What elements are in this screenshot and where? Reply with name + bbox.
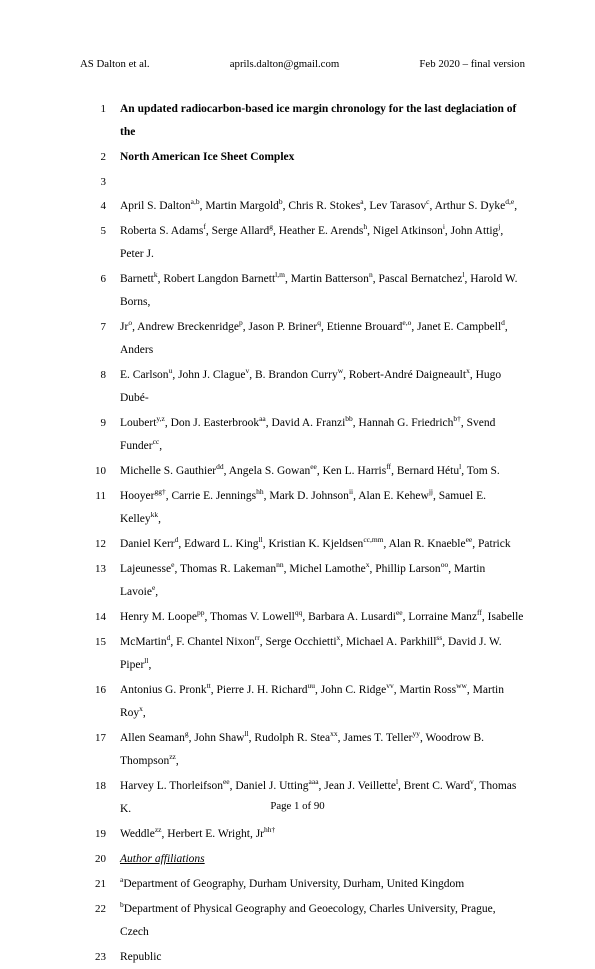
line-number: 17: [80, 727, 106, 749]
text-line: 23 Republic: [80, 946, 525, 969]
text-line: 13 Lajeunessee, Thomas R. Lakemannn, Mich…: [80, 558, 525, 604]
page: AS Dalton et al. aprils.dalton@gmail.com…: [0, 0, 595, 842]
text-line: 7 Jro, Andrew Breckenridgep, Jason P. Bri…: [80, 316, 525, 362]
text-line: 9 Louberty,z, Don J. Easterbrookaa, David…: [80, 412, 525, 458]
line-number: 6: [80, 268, 106, 290]
line-content: Henry M. Loopepp, Thomas V. Lowellqq, Ba…: [120, 606, 525, 629]
text-line: 8 E. Carlsonu, John J. Claguev, B. Brando…: [80, 364, 525, 410]
text-line: 11 Hooyergg†, Carrie E. Jenningshh, Mark …: [80, 485, 525, 531]
line-content: Michelle S. Gauthierdd, Angela S. Gowane…: [120, 460, 525, 483]
line-content: Roberta S. Adamsf, Serge Allardg, Heathe…: [120, 220, 525, 266]
line-content: E. Carlsonu, John J. Claguev, B. Brandon…: [120, 364, 525, 410]
line-number: 23: [80, 946, 106, 968]
line-number: 12: [80, 533, 106, 555]
body-text: 1 An updated radiocarbon-based ice margin…: [80, 98, 525, 969]
line-number: 3: [80, 171, 106, 193]
text-line: 20 Author affiliations: [80, 848, 525, 871]
text-line: 4 April S. Daltona,b, Martin Margoldb, Ch…: [80, 195, 525, 218]
text-line: 10 Michelle S. Gauthierdd, Angela S. Gowa…: [80, 460, 525, 483]
line-content: Daniel Kerrd, Edward L. Kingll, Kristian…: [120, 533, 525, 556]
text-line: 5 Roberta S. Adamsf, Serge Allardg, Heath…: [80, 220, 525, 266]
text-line: 12 Daniel Kerrd, Edward L. Kingll, Kristi…: [80, 533, 525, 556]
text-line: 22 bDepartment of Physical Geography and …: [80, 898, 525, 944]
line-content: Jro, Andrew Breckenridgep, Jason P. Brin…: [120, 316, 525, 362]
text-line: 18 Harvey L. Thorleifsonee, Daniel J. Utt…: [80, 775, 525, 821]
line-number: 11: [80, 485, 106, 507]
line-number: 13: [80, 558, 106, 580]
line-content: Antonius G. Pronktt, Pierre J. H. Richar…: [120, 679, 525, 725]
line-number: 15: [80, 631, 106, 653]
text-line: 6 Barnettk, Robert Langdon Barnettl,m, Ma…: [80, 268, 525, 314]
line-number: 9: [80, 412, 106, 434]
line-content: Republic: [120, 946, 525, 969]
line-number: 20: [80, 848, 106, 870]
line-number: 21: [80, 873, 106, 895]
text-line: 15 McMartind, F. Chantel Nixonrr, Serge O…: [80, 631, 525, 677]
line-content: Author affiliations: [120, 848, 525, 871]
line-content: aDepartment of Geography, Durham Univers…: [120, 873, 525, 896]
line-content: An updated radiocarbon-based ice margin …: [120, 98, 525, 144]
line-number: 8: [80, 364, 106, 386]
line-number: 10: [80, 460, 106, 482]
line-number: 5: [80, 220, 106, 242]
page-header: AS Dalton et al. aprils.dalton@gmail.com…: [80, 58, 525, 70]
text-line: 17 Allen Seamang, John Shawll, Rudolph R.…: [80, 727, 525, 773]
line-content: McMartind, F. Chantel Nixonrr, Serge Occ…: [120, 631, 525, 677]
line-number: 7: [80, 316, 106, 338]
text-line: 2 North American Ice Sheet Complex: [80, 146, 525, 169]
header-center: aprils.dalton@gmail.com: [230, 58, 340, 70]
header-left: AS Dalton et al.: [80, 58, 150, 70]
line-content: Harvey L. Thorleifsonee, Daniel J. Uttin…: [120, 775, 525, 821]
text-line: 16 Antonius G. Pronktt, Pierre J. H. Rich…: [80, 679, 525, 725]
text-line: 14 Henry M. Loopepp, Thomas V. Lowellqq, …: [80, 606, 525, 629]
line-number: 1: [80, 98, 106, 120]
line-number: 18: [80, 775, 106, 797]
line-number: 22: [80, 898, 106, 920]
line-number: 4: [80, 195, 106, 217]
line-content: North American Ice Sheet Complex: [120, 146, 525, 169]
text-line: 3: [80, 171, 525, 193]
text-line: 1 An updated radiocarbon-based ice margin…: [80, 98, 525, 144]
line-content: Barnettk, Robert Langdon Barnettl,m, Mar…: [120, 268, 525, 314]
line-content: Allen Seamang, John Shawll, Rudolph R. S…: [120, 727, 525, 773]
page-footer: Page 1 of 90: [0, 800, 595, 812]
line-content: Weddlezz, Herbert E. Wright, Jrhh†: [120, 823, 525, 846]
header-right: Feb 2020 – final version: [419, 58, 525, 70]
line-content: April S. Daltona,b, Martin Margoldb, Chr…: [120, 195, 525, 218]
line-number: 16: [80, 679, 106, 701]
line-content: Lajeunessee, Thomas R. Lakemannn, Michel…: [120, 558, 525, 604]
line-number: 14: [80, 606, 106, 628]
line-content: bDepartment of Physical Geography and Ge…: [120, 898, 525, 944]
line-content: Louberty,z, Don J. Easterbrookaa, David …: [120, 412, 525, 458]
text-line: 21 aDepartment of Geography, Durham Unive…: [80, 873, 525, 896]
text-line: 19Weddlezz, Herbert E. Wright, Jrhh†: [80, 823, 525, 846]
line-number: 2: [80, 146, 106, 168]
line-content: Hooyergg†, Carrie E. Jenningshh, Mark D.…: [120, 485, 525, 531]
